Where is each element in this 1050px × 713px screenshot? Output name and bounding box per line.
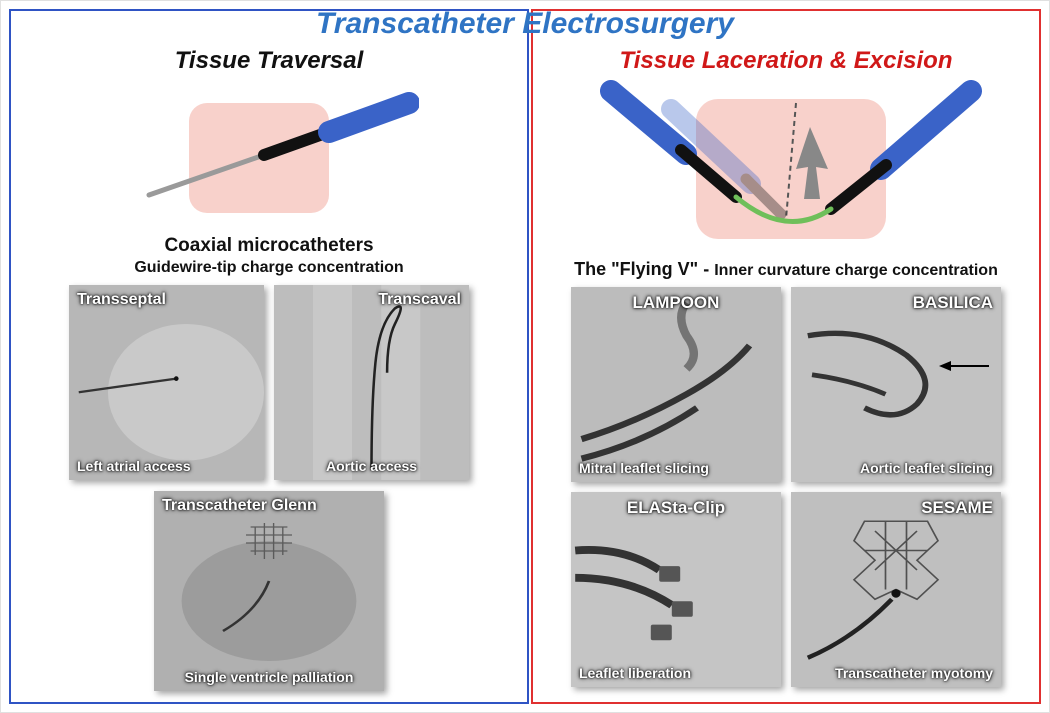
page-root: Tissue Traversal Coaxial microcatheters … [0,0,1050,713]
thumb-basilica: BASILICA Aortic leaflet slicing [791,287,1001,482]
section-title-left: Tissue Traversal [11,47,527,75]
thumb-elasta-clip: ELASta-Clip Leaflet liberation [571,492,781,687]
thumb-label-bottom: Mitral leaflet slicing [579,460,773,476]
thumb-label-bottom: Leaflet liberation [579,665,773,681]
thumb-glenn: Transcatheter Glenn Single ventricle pal… [154,491,384,691]
thumb-label-bottom: Transcatheter myotomy [799,665,993,681]
thumb-lampoon: LAMPOON Mitral leaflet slicing [571,287,781,482]
flying-v-b: Inner curvature charge concentration [714,262,998,279]
thumb-label-top: Transseptal [77,291,256,309]
thumb-grid-right: LAMPOON Mitral leaflet slicing BASILICA … [533,287,1039,687]
thumb-transcaval: Transcaval Aortic access [274,285,469,480]
annotation-arrow-icon [939,359,989,373]
thumb-label-bottom: Left atrial access [77,458,256,474]
subtitle-guidewire: Guidewire-tip charge concentration [11,259,527,277]
thumb-label-top: BASILICA [799,293,993,313]
subtitle-flying-v: The "Flying V" - Inner curvature charge … [533,259,1039,280]
thumb-label-top: Transcatheter Glenn [162,497,376,515]
thumb-label-top: SESAME [799,498,993,518]
subtitle-coaxial: Coaxial microcatheters [11,235,527,257]
diagram-flying-v [576,69,996,249]
thumb-label-top: Transcaval [282,291,461,309]
thumb-row-left-bottom: Transcatheter Glenn Single ventricle pal… [11,491,527,691]
panel-tissue-laceration: Tissue Laceration & Excision [531,9,1041,704]
diagram-traversal [119,75,419,225]
thumb-transseptal: Transseptal Left atrial access [69,285,264,480]
thumb-label-bottom: Aortic access [282,458,461,474]
thumb-label-top: ELASta-Clip [579,498,773,518]
thumb-label-bottom: Single ventricle palliation [162,669,376,685]
thumb-label-top: LAMPOON [579,293,773,313]
thumb-label-bottom: Aortic leaflet slicing [799,460,993,476]
panel-tissue-traversal: Tissue Traversal Coaxial microcatheters … [9,9,529,704]
page-title: Transcatheter Electrosurgery [1,7,1049,41]
thumb-sesame: SESAME Transcatheter myotomy [791,492,1001,687]
thumb-row-left-top: Transseptal Left atrial access Transcava… [11,285,527,480]
flying-v-a: The "Flying V" - [574,259,714,279]
